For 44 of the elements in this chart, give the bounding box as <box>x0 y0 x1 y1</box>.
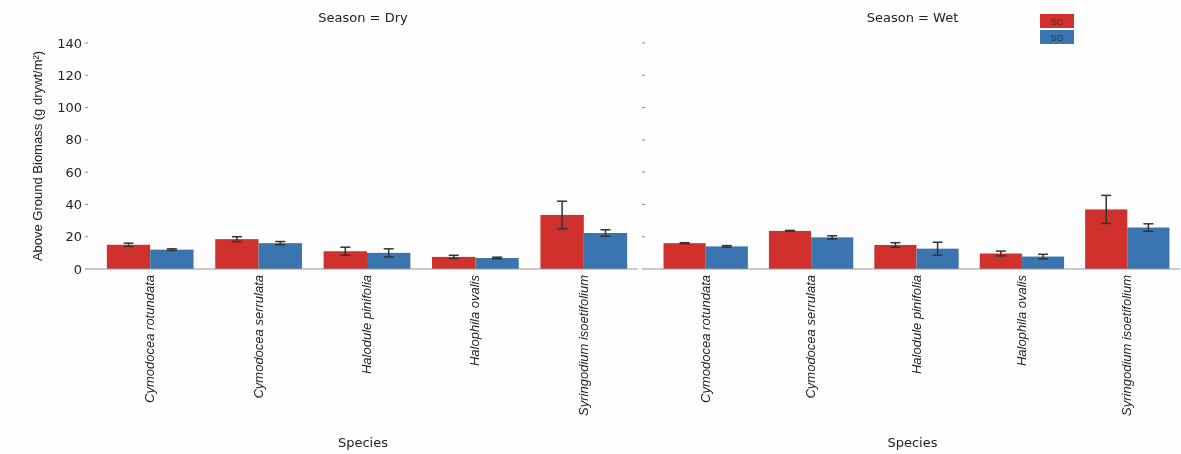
x-tick-label: Cymodocea serrulata <box>250 275 266 399</box>
bar <box>215 239 259 269</box>
bar <box>1127 227 1170 269</box>
x-tick-label: Halophila ovalis <box>467 274 483 367</box>
text: SC <box>1050 16 1064 27</box>
bar <box>663 243 706 269</box>
bar <box>323 251 367 269</box>
x-tick-label: Syringodium isoetifolium <box>575 274 591 416</box>
y-tick-label: 140 <box>57 35 82 51</box>
text: SG <box>1050 32 1064 43</box>
bar <box>106 244 151 269</box>
bar <box>874 244 917 269</box>
y-axis-title: Above Ground Biomass (g drywt/m²) <box>30 50 45 262</box>
bar <box>150 249 194 269</box>
y-tick-label: 80 <box>65 132 82 148</box>
x-tick-label: Cymodocea rotundata <box>697 275 713 403</box>
bar <box>258 243 302 269</box>
x-tick-label: Cymodocea serrulata <box>803 275 819 399</box>
bar <box>811 237 854 269</box>
y-tick-label: 100 <box>57 100 82 116</box>
chart-title: Season = Wet <box>866 10 959 25</box>
x-tick-label: Halophila ovalis <box>1013 274 1029 367</box>
bar <box>367 252 411 269</box>
bar <box>768 230 812 269</box>
x-tick-label: Syringodium isoetifolium <box>1119 274 1135 416</box>
bar <box>540 214 584 269</box>
y-tick-label: 40 <box>65 196 82 212</box>
bar <box>1085 209 1128 269</box>
bar <box>583 233 628 269</box>
y-tick-label: 120 <box>57 67 82 83</box>
bar <box>979 253 1022 269</box>
y-tick-label: 60 <box>65 164 82 180</box>
bar <box>705 246 748 269</box>
x-tick-label: Halodule pinifolia <box>908 275 924 375</box>
bar <box>432 256 476 269</box>
y-tick-label: 20 <box>65 229 82 245</box>
x-tick-label: Cymodocea rotundata <box>142 275 158 403</box>
x-axis-title: Species <box>337 435 389 450</box>
chart-title: Season = Dry <box>318 10 408 25</box>
bar <box>916 248 959 269</box>
bar <box>475 258 519 269</box>
y-tick-label: 0 <box>73 261 82 277</box>
x-axis-title: Species <box>887 435 938 450</box>
x-tick-label: Halodule pinifolia <box>359 275 374 375</box>
